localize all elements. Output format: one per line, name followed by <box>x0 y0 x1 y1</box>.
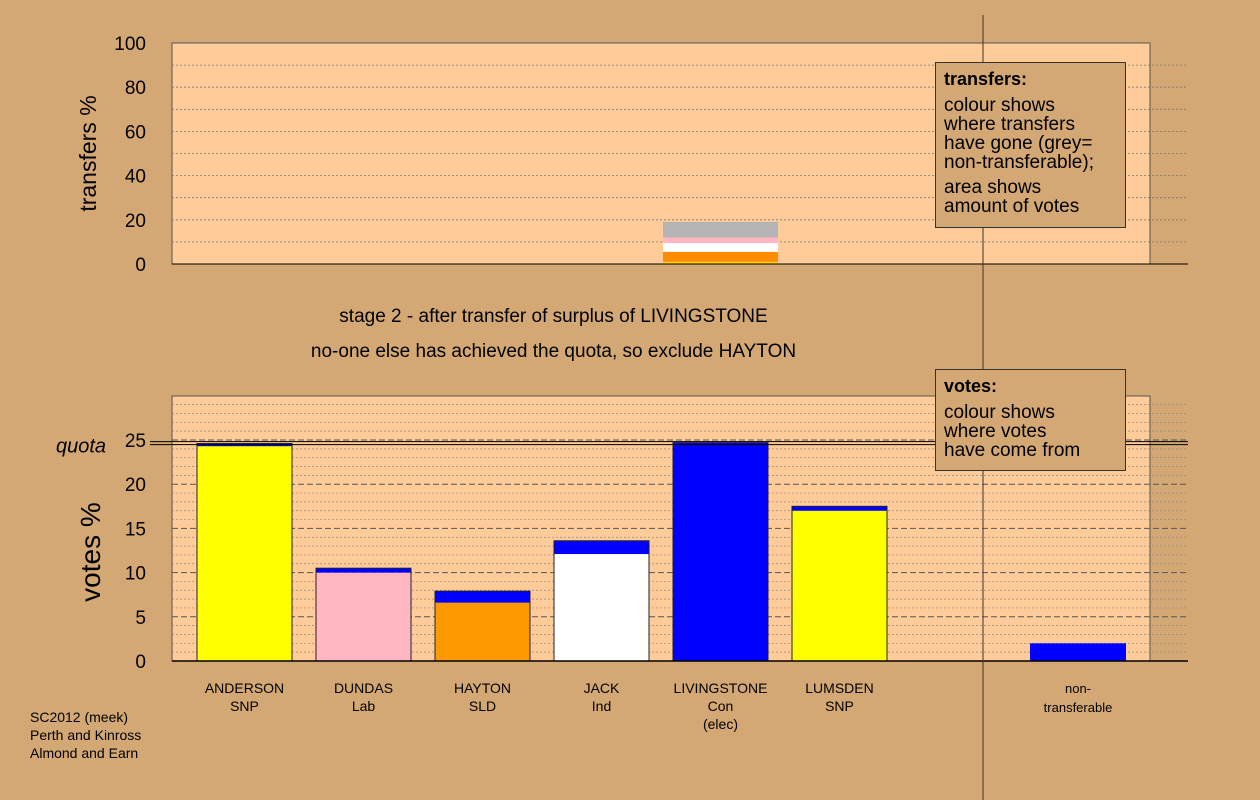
vote-segment <box>316 572 411 661</box>
stage-caption: stage 2 - after transfer of surplus of L… <box>339 306 768 327</box>
transfer-segment <box>663 261 778 264</box>
footnote-line: Almond and Earn <box>30 745 139 761</box>
exclusion-caption: no-one else has achieved the quota, so e… <box>310 341 797 362</box>
transfers-tick-label: 40 <box>125 167 146 188</box>
transfers-tick-label: 20 <box>125 211 146 232</box>
category-label: Ind <box>592 698 611 714</box>
nontransferable-label: non- <box>1065 681 1091 696</box>
vote-segment <box>435 591 530 603</box>
category-label: JACK <box>584 680 620 696</box>
category-label: SNP <box>825 698 854 714</box>
votes-tick-label: 5 <box>135 608 146 629</box>
category-label: Lab <box>352 698 376 714</box>
transfers-tick-label: 60 <box>125 122 146 143</box>
transfers-legend-line: non-transferable); <box>944 152 1094 173</box>
votes-tick-label: 0 <box>135 652 146 673</box>
category-label: ANDERSON <box>205 680 284 696</box>
vote-segment <box>673 442 768 661</box>
transfer-segment <box>663 251 778 262</box>
category-label: HAYTON <box>454 680 511 696</box>
transfers-legend-line: colour shows <box>944 95 1055 116</box>
transfers-legend-line: area shows <box>944 177 1042 198</box>
footnote: SC2012 (meek) Perth and Kinross Almond a… <box>30 708 141 762</box>
vote-segment <box>197 446 292 661</box>
transfers-tick-label: 100 <box>114 34 146 55</box>
transfers-tick-label: 0 <box>135 255 146 276</box>
votes-tick-label: 25 <box>125 431 146 452</box>
category-label: LUMSDEN <box>805 680 873 696</box>
transfers-legend-line: where transfers <box>944 114 1075 135</box>
footnote-line: SC2012 (meek) <box>30 709 129 725</box>
transfers-legend-line: amount of votes <box>944 196 1080 217</box>
transfer-segment <box>663 237 778 244</box>
category-label: Con <box>708 698 734 714</box>
vote-segment <box>316 568 411 573</box>
quota-label: quota <box>56 436 106 458</box>
category-label: SLD <box>469 698 496 714</box>
votes-tick-label: 20 <box>125 475 146 496</box>
votes-legend-line: colour shows <box>944 402 1055 423</box>
votes-legend-line: where votes <box>944 421 1047 442</box>
votes-axis-label: votes % <box>75 502 106 602</box>
vote-segment <box>435 602 530 661</box>
vote-segment <box>554 554 649 661</box>
transfers-tick-label: 80 <box>125 78 146 99</box>
nontransferable-label: transferable <box>1044 700 1113 715</box>
transfers-axis-label: transfers % <box>75 95 101 211</box>
transfer-segment <box>663 222 778 238</box>
vote-segment <box>792 510 887 661</box>
vote-segment <box>792 506 887 511</box>
category-label: DUNDAS <box>334 680 393 696</box>
votes-tick-label: 10 <box>125 564 146 585</box>
transfers-legend: transfers: colour shows where transfers … <box>935 62 1126 228</box>
category-label: LIVINGSTONE <box>674 680 768 696</box>
votes-tick-label: 15 <box>125 519 146 540</box>
votes-legend: votes: colour shows where votes have com… <box>935 369 1126 471</box>
nontransferable-bar <box>1030 643 1126 661</box>
category-label: (elec) <box>703 716 738 732</box>
footnote-line: Perth and Kinross <box>30 727 142 743</box>
vote-segment <box>554 540 649 555</box>
transfers-legend-title: transfers: <box>944 69 1028 89</box>
votes-legend-line: have come from <box>944 440 1081 461</box>
transfers-legend-line: have gone (grey= <box>944 133 1093 154</box>
transfer-segment <box>663 243 778 252</box>
category-label: SNP <box>230 698 259 714</box>
votes-legend-title: votes: <box>944 376 998 396</box>
